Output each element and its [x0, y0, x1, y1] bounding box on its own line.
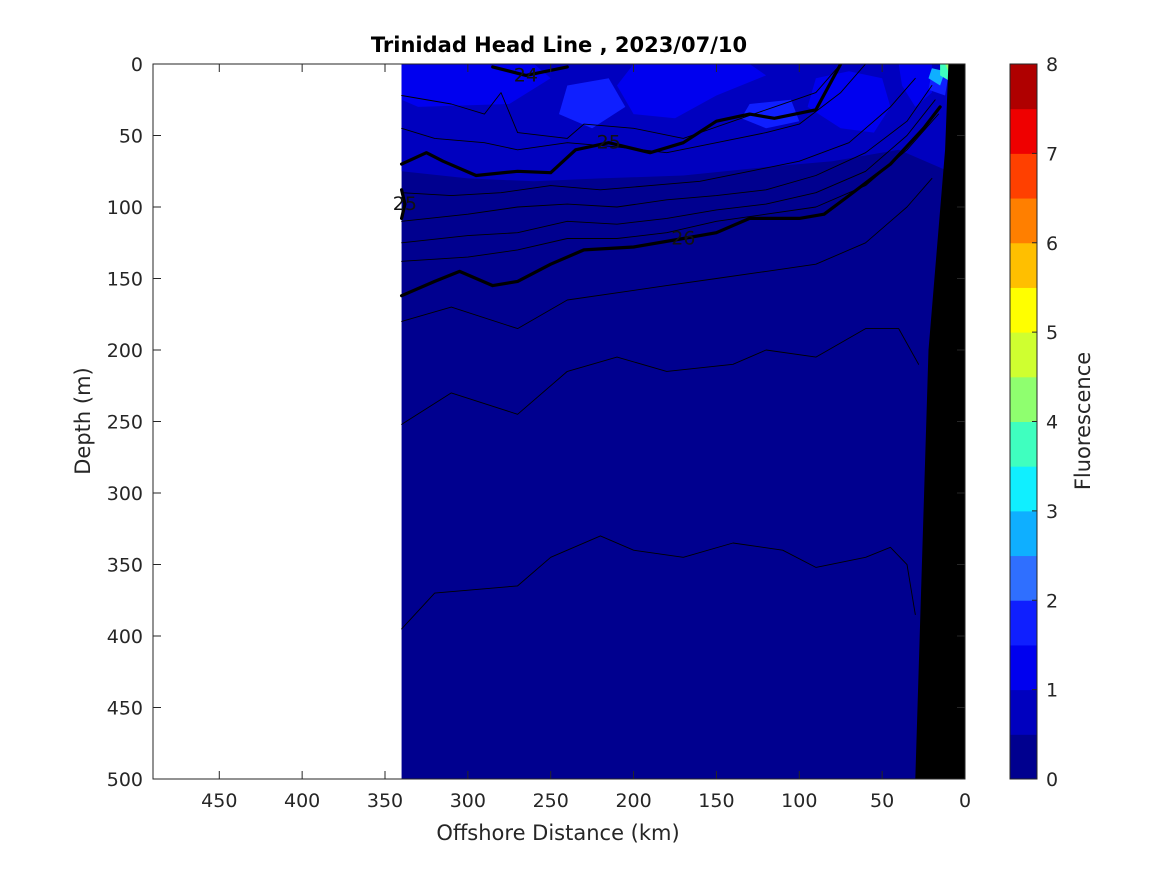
- colorbar-segment: [1010, 466, 1037, 512]
- contour-line-6: [401, 85, 933, 222]
- y-tick-label: 0: [131, 54, 143, 76]
- seafloor-bathymetry: [915, 64, 965, 779]
- x-tick-label: 0: [959, 790, 971, 812]
- contour-label-9: 26: [671, 227, 695, 249]
- contour-label-3: 25: [597, 132, 621, 154]
- contour-label-0: 24: [514, 64, 538, 86]
- y-tick-label: 350: [107, 555, 143, 577]
- x-tick-label: 100: [781, 790, 817, 812]
- colorbar: 0 1 2 3 4 5 6 7 8: [1009, 54, 1058, 791]
- y-tick-label: 300: [107, 483, 143, 505]
- contour-line-11: [401, 328, 920, 425]
- colorbar-tick-label: 2: [1046, 590, 1058, 612]
- y-tick-label: 500: [107, 769, 143, 791]
- x-axis: 450 400 350 300 250 200 150 100 50 0: [201, 64, 971, 812]
- y-tick-label: 450: [107, 698, 143, 720]
- seafloor-polygon: [915, 64, 965, 779]
- colorbar-tick-label: 1: [1046, 680, 1058, 702]
- y-tick-label: 200: [107, 340, 143, 362]
- colorbar-segment: [1010, 376, 1037, 422]
- contour-line-3: [400, 64, 843, 178]
- y-axis: 0 50 100 150 200 250 300 350 400 450 500: [107, 54, 965, 791]
- colorbar-segment: [1010, 689, 1037, 735]
- colorbar-tick-label: 4: [1046, 412, 1058, 434]
- chart-title: Trinidad Head Line , 2023/07/10: [371, 33, 747, 57]
- field-region-1: [401, 64, 551, 107]
- contour-line-10: [401, 177, 933, 330]
- x-tick-label: 200: [615, 790, 651, 812]
- colorbar-segment: [1010, 242, 1037, 288]
- contour-label-4: 25: [393, 193, 417, 215]
- x-tick-label: 400: [284, 790, 320, 812]
- field-region-6: [741, 99, 800, 129]
- y-tick-label: 100: [107, 197, 143, 219]
- x-tick-label: 50: [870, 790, 894, 812]
- colorbar-segment: [1010, 421, 1037, 467]
- colorbar-segment: [1010, 600, 1037, 646]
- colorbar-segment: [1010, 332, 1037, 378]
- colorbar-segment: [1010, 734, 1037, 780]
- x-tick-label: 450: [201, 790, 237, 812]
- contour-line-4: [400, 188, 407, 220]
- colorbar-segment: [1010, 153, 1037, 199]
- contour-line-7: [401, 99, 936, 244]
- field-region-2: [617, 64, 767, 119]
- colorbar-segment: [1010, 108, 1037, 154]
- x-tick-label: 350: [367, 790, 403, 812]
- colorbar-segment: [1010, 644, 1037, 691]
- colorbar-tick-label: 7: [1046, 143, 1058, 165]
- colorbar-tick-label: 6: [1046, 233, 1058, 255]
- contour-line-5: [401, 77, 916, 197]
- field-region-4: [898, 64, 932, 107]
- contour-line-1: [401, 64, 842, 139]
- x-axis-label: Offshore Distance (km): [436, 821, 679, 845]
- colorbar-tick-label: 3: [1046, 501, 1058, 523]
- colorbar-segment: [1010, 555, 1037, 601]
- colorbar-label: Fluorescence: [1071, 352, 1095, 490]
- y-tick-label: 50: [119, 126, 143, 148]
- colorbar-segment: [1010, 287, 1037, 333]
- density-contours: 24 25 25 26: [393, 64, 942, 630]
- x-tick-label: 300: [450, 790, 486, 812]
- colorbar-segment: [1010, 64, 1037, 110]
- contour-line-0: [491, 65, 569, 78]
- y-tick-label: 250: [107, 412, 143, 434]
- x-tick-label: 150: [698, 790, 734, 812]
- x-tick-label: 250: [533, 790, 569, 812]
- field-region-5: [559, 78, 626, 129]
- y-tick-label: 400: [107, 626, 143, 648]
- colorbar-segment: [1010, 510, 1037, 557]
- colorbar-tick-label: 0: [1046, 769, 1058, 791]
- colorbar-tick-label: 5: [1046, 322, 1058, 344]
- contour-line-9: [400, 105, 942, 298]
- y-tick-label: 150: [107, 269, 143, 291]
- y-axis-label: Depth (m): [71, 367, 95, 474]
- colorbar-tick-label: 8: [1046, 54, 1058, 76]
- colorbar-segment: [1010, 198, 1037, 244]
- contour-line-12: [401, 535, 916, 630]
